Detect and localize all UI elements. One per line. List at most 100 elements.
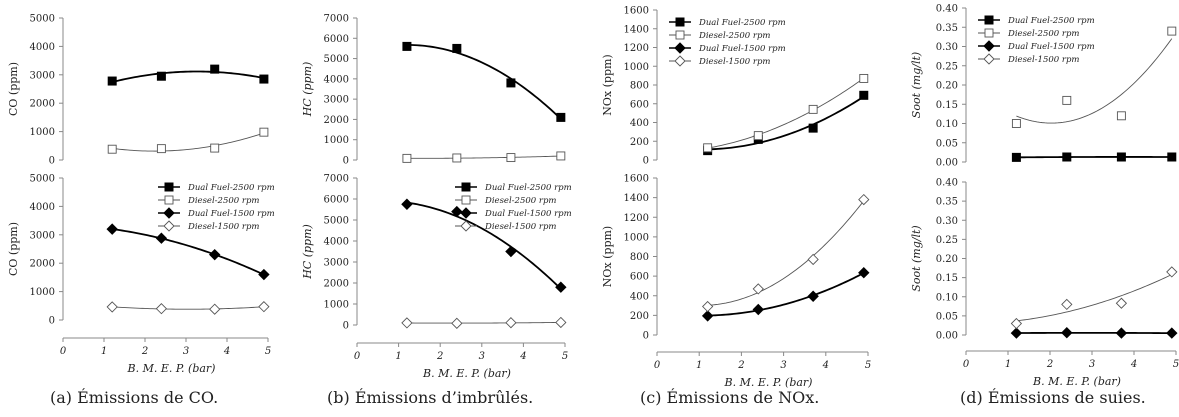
soot-chart: 0.00 0.05 0.10 0.15 0.20 0.25 0.30 0.35 0.40 Soot… [910,4,1179,389]
data-point [808,123,818,133]
legend-marker-dual-fuel-1500-rpm [983,40,995,52]
y-axis-label: CO (ppm) [7,222,20,276]
data-point [1061,298,1073,311]
y-tick-label: 200 [630,311,649,322]
data-point [155,303,168,315]
legend-label: Dual Fuel-1500 rpm [484,209,572,219]
nox-x-axis: 0 1 2 3 4 5 B. M. E. P. (bar) [654,351,871,389]
y-tick-label: 1600 [624,6,649,17]
legend-label: Dual Fuel-1500 rpm [1007,42,1095,52]
caption-soot: (d) Émissions de suies. [960,388,1146,407]
legend-label: Diesel-1500 rpm [484,222,556,232]
legend-label: Diesel-1500 rpm [187,222,259,232]
y-axis-label: CO (ppm) [7,62,20,116]
data-point [1116,152,1126,162]
x-tick-label: 4 [822,360,829,371]
co-legend: Dual Fuel-2500 rpm Diesel-2500 rpm Dual Fu… [158,182,275,232]
legend-label: Diesel-1500 rpm [1007,55,1079,65]
data-point [156,71,166,81]
x-tick-label: 3 [479,351,485,362]
trend-line-dual-fuel-1500-rpm [112,228,265,276]
soot-bottom-plot: 0.00 0.05 0.10 0.15 0.20 0.25 0.30 0.35 0.40 Soot… [910,178,1178,342]
data-point [807,253,819,266]
legend-marker-dual-fuel-1500-rpm [674,42,686,54]
series-diesel-2500-rpm [1011,26,1177,128]
data-point [703,143,713,153]
legend-marker-diesel-2500-rpm [984,28,994,38]
y-tick-label: 4000 [30,202,55,213]
x-tick-label: 5 [1173,359,1179,370]
data-point [556,151,566,161]
y-tick-label: 1400 [624,24,649,35]
data-point [210,143,220,153]
y-tick-label: 1000 [30,287,55,298]
y-tick-label: 1200 [624,213,649,224]
data-point [452,153,462,163]
y-tick-label: 400 [630,118,649,129]
x-tick-label: 0 [60,346,67,357]
data-point [259,74,269,84]
x-tick-label: 4 [519,351,526,362]
data-point [1115,327,1128,339]
trend-line-dual-fuel-2500-rpm [406,44,562,120]
y-tick-label: 0.00 [936,331,958,342]
y-tick-label: 0.05 [936,138,958,149]
panel-nox: 0 200 400 600 800 1000 1200 1400 1600 NOx (ppm) 0 2… [595,0,890,417]
data-point [1010,327,1023,339]
y-tick-label: 4000 [30,42,55,53]
data-point [209,303,221,315]
hc-x-axis: 0 1 2 3 4 5 B. M. E. P. (bar) [354,342,568,380]
data-point [155,232,168,244]
x-tick-label: 5 [265,346,271,357]
data-point [505,245,517,258]
data-point [859,73,869,83]
trend-line-diesel-1500-rpm [406,321,561,324]
data-point [1010,317,1023,330]
y-tick-label: 0 [343,321,349,332]
panel-co: 0 1000 2000 3000 4000 5000 CO (ppm) 0 1000 2000 30… [0,0,295,417]
legend-label: Dual Fuel-2500 rpm [698,18,786,28]
legend-label: Dual Fuel-2500 rpm [484,183,572,193]
data-point [451,317,463,329]
y-axis-label: NOx (ppm) [601,226,614,287]
y-tick-label: 0 [49,316,55,327]
series-diesel-1500-rpm [1010,266,1178,330]
nox-bottom-plot: 0 200 400 600 800 1000 1200 1400 1600 NOx (ppm) [601,174,870,342]
y-tick-label: 0.40 [936,4,958,15]
y-tick-label: 0.30 [936,42,958,53]
hc-top-plot: 0 1000 2000 3000 4000 5000 6000 7000 HC (ppm) [301,14,566,167]
data-point [858,266,870,279]
y-tick-label: 0 [49,156,55,167]
data-point [1166,327,1178,339]
x-tick-label: 4 [223,346,230,357]
trend-line-diesel-2500-rpm [1016,38,1173,124]
data-point [156,144,166,154]
panel-soot: 0.00 0.05 0.10 0.15 0.20 0.25 0.30 0.35 0.40 Soot… [890,0,1179,417]
y-axis-label: Soot (mg/lt) [910,52,923,118]
hc-legend: Dual Fuel-2500 rpm Diesel-2500 rpm Dual Fu… [455,182,572,232]
y-tick-label: 0.00 [936,158,958,169]
legend-marker-diesel-1500-rpm [674,55,686,67]
data-point [1062,152,1072,162]
y-tick-label: 1000 [324,135,349,146]
data-point [555,281,567,293]
y-tick-label: 0 [643,331,649,342]
soot-x-axis: 0 1 2 3 4 5 B. M. E. P. (bar) [963,350,1179,388]
y-tick-label: 1000 [324,300,349,311]
y-axis-label: HC (ppm) [301,62,314,118]
data-point [402,153,412,163]
y-tick-label: 1000 [624,62,649,73]
data-point [808,104,818,114]
data-point [259,127,269,137]
x-tick-label: 1 [696,360,702,371]
y-tick-label: 400 [630,291,649,302]
x-tick-label: 2 [737,360,744,371]
y-tick-label: 1400 [624,193,649,204]
y-tick-label: 1600 [624,174,649,185]
legend-marker-diesel-1500-rpm [983,53,995,65]
x-axis-label: B. M. E. P. (bar) [724,376,813,389]
y-tick-label: 3000 [30,230,55,241]
data-point [1061,326,1073,339]
co-x-axis: 0 1 2 3 4 5 B. M. E. P. (bar) [60,337,271,375]
y-tick-label: 0.20 [936,254,958,265]
